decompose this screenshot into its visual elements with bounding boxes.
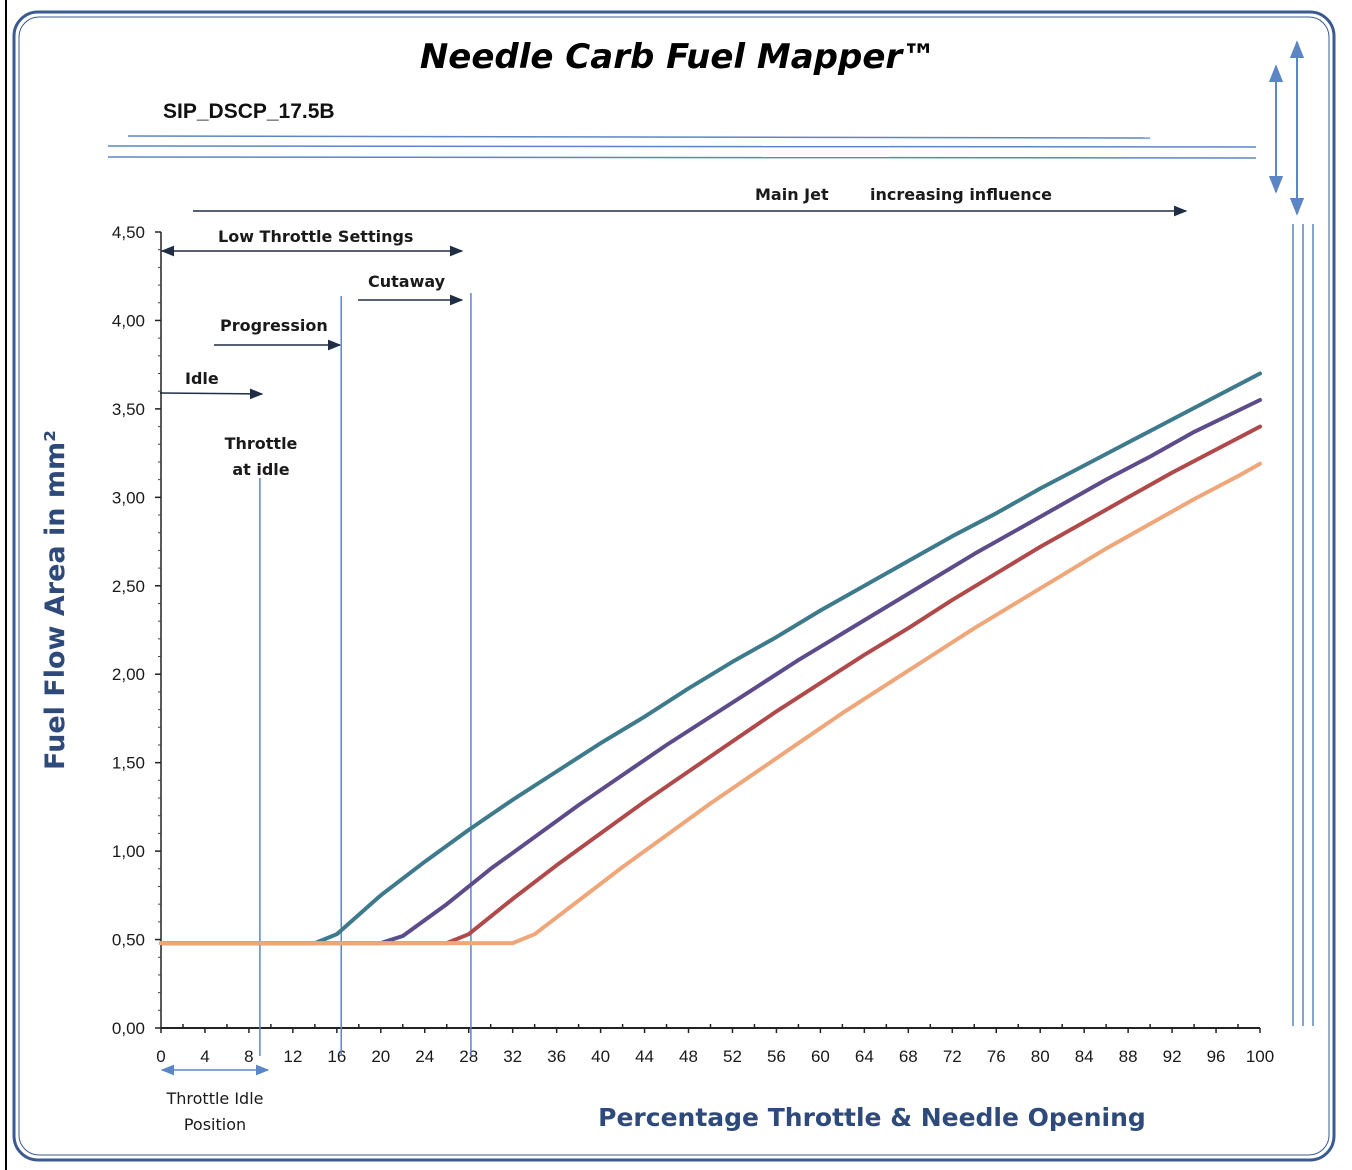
series-layer	[159, 371, 1262, 946]
y-tick-label: 1,50	[112, 754, 145, 773]
y-tick-label: 4,50	[112, 223, 145, 242]
x-tick-label: 20	[371, 1047, 390, 1066]
x-tick-label: 76	[987, 1047, 1006, 1066]
x-tick-label: 28	[459, 1047, 478, 1066]
x-tick-label: 40	[591, 1047, 610, 1066]
x-tick-label: 88	[1119, 1047, 1138, 1066]
x-tick-label: 0	[156, 1047, 165, 1066]
x-axis-title: Percentage Throttle & Needle Opening	[598, 1103, 1146, 1132]
chart-subtitle: SIP_DSCP_17.5B	[163, 100, 335, 123]
x-tick-label: 84	[1075, 1047, 1094, 1066]
throttle-at-idle-label-2: at idle	[232, 460, 289, 479]
x-tick-label: 100	[1246, 1047, 1274, 1066]
series-line-4	[159, 461, 1262, 946]
low-throttle-label: Low Throttle Settings	[218, 227, 413, 246]
y-tick-label: 2,00	[112, 665, 145, 684]
main-jet-label: Main Jet	[755, 185, 829, 204]
series-line-3	[159, 424, 1262, 946]
chart-frame	[12, 10, 1336, 1162]
progression-label: Progression	[220, 316, 328, 335]
x-tick-label: 16	[327, 1047, 346, 1066]
x-tick-label: 32	[503, 1047, 522, 1066]
throttle-at-idle-label-1: Throttle	[225, 434, 298, 453]
x-tick-label: 80	[1031, 1047, 1050, 1066]
header-rule-1	[127, 135, 1151, 139]
x-tick-label: 24	[415, 1047, 434, 1066]
throttle-idle-position-label-2: Position	[184, 1115, 246, 1134]
x-tick-label: 44	[635, 1047, 654, 1066]
x-tick-label: 56	[767, 1047, 786, 1066]
x-tick-label: 52	[723, 1047, 742, 1066]
x-tick-label: 72	[943, 1047, 962, 1066]
idle-label: Idle	[185, 369, 219, 388]
cutaway-label: Cutaway	[368, 272, 446, 291]
throttle-idle-position-label-1: Throttle Idle	[165, 1089, 263, 1108]
x-tick-label: 12	[283, 1047, 302, 1066]
x-tick-label: 64	[855, 1047, 874, 1066]
header-rule-3	[107, 156, 1257, 159]
series-line-1	[159, 371, 1262, 946]
header-rule-2	[107, 145, 1257, 148]
x-tick-label: 36	[547, 1047, 566, 1066]
chart-title: Needle Carb Fuel Mapper™	[420, 37, 936, 77]
y-tick-label: 1,00	[112, 842, 145, 861]
y-tick-label: 2,50	[112, 577, 145, 596]
x-tick-label: 4	[200, 1047, 209, 1066]
y-tick-label: 0,00	[112, 1019, 145, 1038]
y-tick-label: 0,50	[112, 931, 145, 950]
x-tick-label: 96	[1207, 1047, 1226, 1066]
idle-arrow	[159, 388, 264, 400]
y-tick-label: 4,00	[112, 311, 145, 330]
y-tick-label: 3,50	[112, 400, 145, 419]
x-tick-label: 92	[1163, 1047, 1182, 1066]
y-tick-label: 3,00	[112, 488, 145, 507]
axes-layer: 0,00 0,50 1,00 1,50 2,00 2,50 3,00 3,50 4,00 4,50…	[112, 223, 1274, 1066]
x-tick-label: 48	[679, 1047, 698, 1066]
x-tick-label: 60	[811, 1047, 830, 1066]
increasing-influence-label: increasing influence	[870, 185, 1052, 204]
x-tick-label: 68	[899, 1047, 918, 1066]
x-tick-label: 8	[244, 1047, 253, 1066]
y-axis-title: Fuel Flow Area in mm²	[40, 430, 71, 770]
series-line-2	[159, 398, 1262, 946]
chart-frame-inner	[18, 16, 1330, 1156]
